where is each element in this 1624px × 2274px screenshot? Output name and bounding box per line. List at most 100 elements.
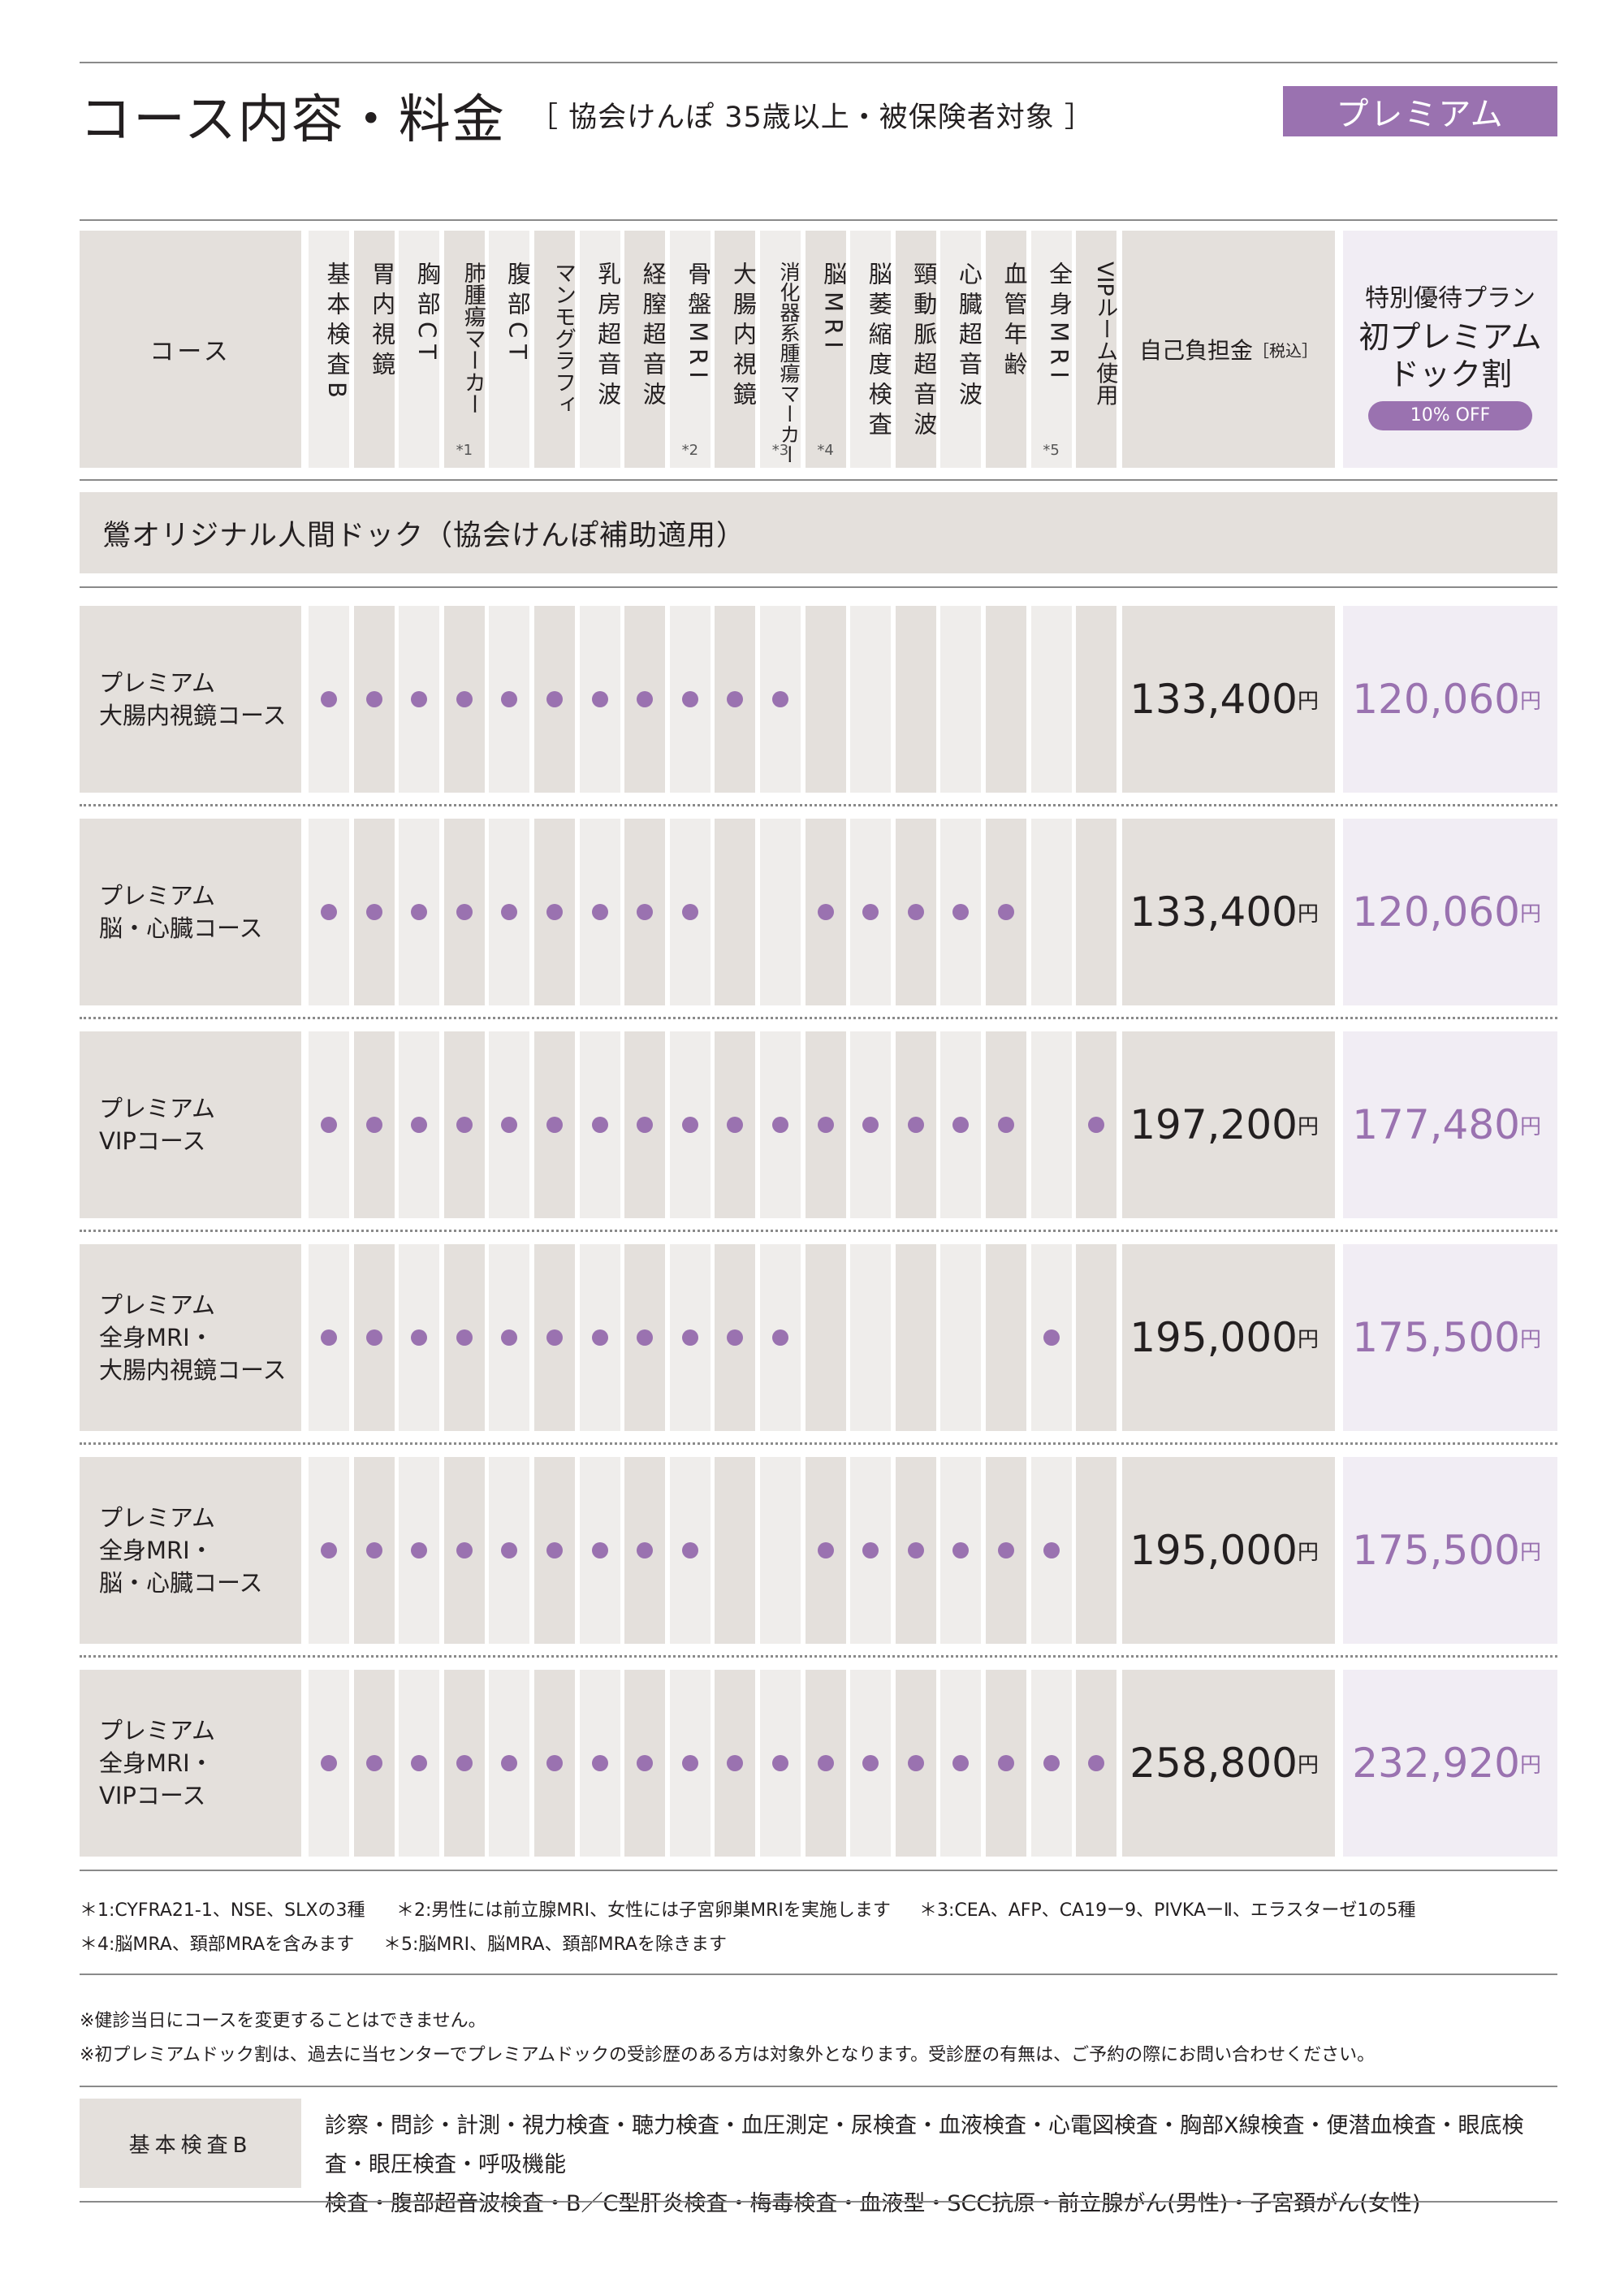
- column-header-label: 消化器系腫瘍マーカー: [777, 262, 801, 465]
- check-cell: [850, 606, 892, 793]
- special-price-value: 232,920: [1352, 1740, 1520, 1787]
- section-title: 鶯オリジナル人間ドック（協会けんぽ補助適用）: [80, 492, 1557, 573]
- included-dot-icon: [456, 691, 473, 707]
- check-cell: [1076, 1244, 1117, 1431]
- included-dot-icon: [727, 1329, 744, 1346]
- check-cell: [895, 606, 936, 793]
- price-header-label: 自己負担金: [1138, 337, 1253, 364]
- column-header: 骨盤MRI *2: [669, 231, 712, 468]
- column-header-note: *1: [456, 442, 473, 459]
- included-dot-icon: [365, 904, 382, 920]
- included-dot-icon: [952, 904, 970, 920]
- yen-unit: 円: [1297, 1540, 1319, 1565]
- column-header-label: 心臓超音波: [955, 262, 983, 412]
- course-price-value: 133,400: [1129, 888, 1298, 936]
- table-bottom-rule: [80, 1870, 1557, 1871]
- check-cell: [1076, 606, 1117, 793]
- included-dot-icon: [681, 691, 698, 707]
- included-dot-icon: [727, 1755, 744, 1771]
- included-dot-icon: [1043, 1755, 1060, 1771]
- included-dot-icon: [591, 1329, 608, 1346]
- included-dot-icon: [681, 904, 698, 920]
- row-divider: [80, 1442, 1557, 1445]
- top-rule: [80, 62, 1557, 63]
- course-price: 195,000 円: [1122, 1457, 1335, 1644]
- check-cell: [895, 1244, 936, 1431]
- yen-unit: 円: [1519, 1753, 1541, 1778]
- special-price: 175,500 円: [1343, 1244, 1557, 1431]
- column-header: 消化器系腫瘍マーカー *3: [760, 231, 801, 468]
- included-dot-icon: [681, 1542, 698, 1559]
- included-dot-icon: [772, 1755, 788, 1771]
- included-dot-icon: [637, 1755, 654, 1771]
- special-price: 232,920 円: [1343, 1670, 1557, 1857]
- included-dot-icon: [591, 1117, 608, 1133]
- check-cell: [986, 1244, 1026, 1431]
- included-dot-icon: [546, 1542, 563, 1559]
- column-header-label: 乳房超音波: [594, 262, 622, 412]
- included-dot-icon: [952, 1755, 970, 1771]
- included-dot-icon: [1088, 1755, 1105, 1771]
- included-dot-icon: [591, 1542, 608, 1559]
- check-cell: [940, 606, 982, 793]
- section-bottom-rule: [80, 586, 1557, 588]
- page-title: コース内容・料金: [80, 90, 506, 150]
- course-name: プレミアム 全身MRI・ 大腸内視鏡コース: [80, 1244, 301, 1431]
- included-dot-icon: [546, 1117, 563, 1133]
- column-header: 頸動脈超音波: [895, 231, 938, 468]
- column-header-label: 胃内視鏡: [368, 262, 396, 382]
- included-dot-icon: [365, 1542, 382, 1559]
- included-dot-icon: [998, 1755, 1014, 1771]
- included-dot-icon: [862, 904, 879, 920]
- special-price-value: 177,480: [1352, 1101, 1520, 1148]
- included-dot-icon: [998, 1542, 1014, 1559]
- check-cell: [805, 1244, 846, 1431]
- column-header-label: 頸動脈超音波: [909, 262, 938, 442]
- row-divider: [80, 1230, 1557, 1232]
- included-dot-icon: [637, 691, 654, 707]
- check-cell: [1076, 819, 1117, 1005]
- course-name: プレミアム 全身MRI・ VIPコース: [80, 1670, 301, 1857]
- yen-unit: 円: [1297, 1327, 1319, 1352]
- included-dot-icon: [456, 904, 473, 920]
- included-dot-icon: [862, 1755, 879, 1771]
- included-dot-icon: [546, 1329, 563, 1346]
- included-dot-icon: [501, 904, 518, 920]
- included-dot-icon: [411, 904, 428, 920]
- included-dot-icon: [591, 904, 608, 920]
- column-header: 胸部CT: [399, 231, 441, 468]
- course-price-value: 197,200: [1129, 1101, 1298, 1148]
- yen-unit: 円: [1519, 1327, 1541, 1352]
- included-dot-icon: [637, 1542, 654, 1559]
- check-cell: [805, 606, 846, 793]
- row-divider: [80, 1017, 1557, 1019]
- column-header: VIPルーム使用: [1076, 231, 1117, 468]
- included-dot-icon: [907, 1542, 924, 1559]
- notes-rule: [80, 1974, 1557, 1975]
- included-dot-icon: [501, 1329, 518, 1346]
- column-header: 肺腫瘍マーカー *1: [443, 231, 486, 468]
- included-dot-icon: [727, 691, 744, 707]
- included-dot-icon: [681, 1329, 698, 1346]
- check-cell: [850, 1244, 892, 1431]
- included-dot-icon: [862, 1542, 879, 1559]
- included-dot-icon: [1043, 1542, 1060, 1559]
- included-dot-icon: [681, 1117, 698, 1133]
- course-price: 133,400 円: [1122, 606, 1335, 793]
- page-subtitle: ［ 協会けんぽ 35歳以上・被保険者対象 ］: [529, 102, 1094, 134]
- caution-1: ※健診当日にコースを変更することはできません。: [80, 2011, 486, 2031]
- footnote-5: ＊5:脳MRI、脳MRA、頚部MRAを除きます: [383, 1935, 728, 1955]
- course-column-header: コース: [80, 231, 301, 468]
- column-header: 乳房超音波: [579, 231, 622, 468]
- basic-exam-line-1: 診察・問診・計測・視力検査・聴力検査・血圧測定・尿検査・血液検査・心電図検査・胸…: [325, 2113, 1524, 2177]
- included-dot-icon: [772, 1117, 788, 1133]
- included-dot-icon: [1043, 1329, 1060, 1346]
- basic-exam-label: 基本検査B: [80, 2099, 301, 2188]
- included-dot-icon: [365, 1755, 382, 1771]
- included-dot-icon: [817, 1755, 834, 1771]
- included-dot-icon: [862, 1117, 879, 1133]
- included-dot-icon: [411, 1755, 428, 1771]
- column-header-label: 基本検査B: [323, 262, 351, 404]
- column-header-label: 全身MRI: [1045, 262, 1073, 385]
- course-price-value: 195,000: [1129, 1527, 1298, 1574]
